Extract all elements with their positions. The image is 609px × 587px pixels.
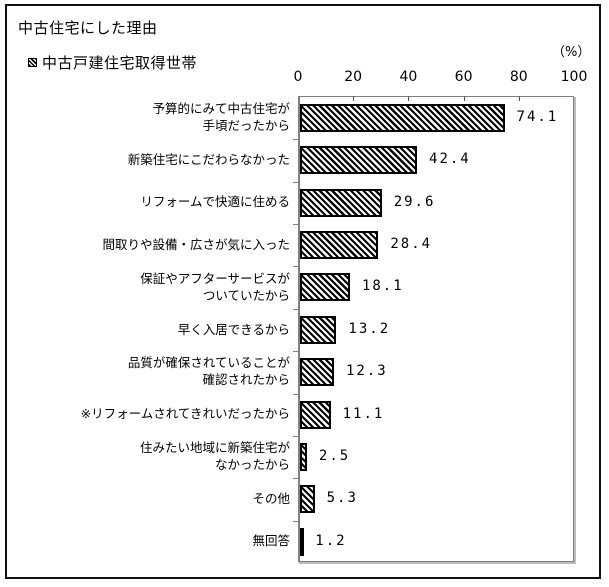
- y-tick-mark: [293, 139, 299, 141]
- category-label: 早く入居できるから: [30, 321, 290, 338]
- bar-value-label: 2.5: [318, 447, 351, 464]
- category-label: 無回答: [30, 532, 290, 549]
- plot-area: 74.1 42.4 29.6 28.4 18.1 13.2 12.3 11.1 2.5 5.3 1.…: [293, 96, 574, 563]
- bar-value-label: 29.6: [393, 193, 436, 210]
- category-label-line: 早く入居できるから: [177, 321, 290, 337]
- category-label-line: 保証やアフターサービスが: [140, 270, 290, 286]
- category-label-line: リフォームで快適に住める: [140, 194, 290, 210]
- category-label: 住みたい地域に新築住宅が なかったから: [30, 439, 290, 473]
- x-tick-label: 60: [454, 69, 473, 85]
- bar: [300, 442, 307, 471]
- legend-label: 中古戸建住宅取得世帯: [42, 54, 198, 72]
- y-tick-mark: [293, 308, 299, 310]
- chart-title: 中古住宅にした理由: [18, 19, 158, 37]
- y-tick-mark: [293, 520, 299, 522]
- y-tick-mark: [293, 181, 299, 183]
- y-tick-mark: [293, 351, 299, 353]
- category-label-line: 品質が確保されていることが: [127, 355, 290, 371]
- legend: 中古戸建住宅取得世帯: [28, 52, 197, 73]
- bar-value-label: 13.2: [348, 320, 391, 337]
- bar-value-label: 74.1: [516, 109, 559, 125]
- y-tick-mark: [293, 435, 299, 437]
- x-tick-label: 80: [509, 69, 528, 85]
- bar: [300, 358, 334, 387]
- category-label-line: その他: [252, 490, 290, 506]
- bar-value-label: 5.3: [326, 490, 358, 507]
- bar-row: 74.1: [300, 97, 573, 139]
- category-label-line: 確認されたから: [202, 372, 290, 388]
- x-tick-label: 20: [344, 69, 363, 85]
- category-label: その他: [30, 490, 290, 507]
- x-tick-mark: [353, 96, 355, 101]
- category-label-line: 間取りや設備・広さが気に入った: [102, 236, 290, 252]
- category-label: ※リフォームされてきれいだったから: [30, 405, 290, 422]
- bar-value-label: 42.4: [429, 151, 471, 168]
- plot-shadow-right: [574, 97, 576, 563]
- bar-row: 5.3: [300, 478, 573, 520]
- x-tick-mark: [408, 96, 410, 101]
- bar: [300, 188, 382, 217]
- bar: [300, 146, 418, 175]
- category-label: 予算的にみて中古住宅が 手頃だったから: [30, 100, 290, 134]
- x-tick-label: 100: [560, 69, 588, 85]
- category-label-line: 新築住宅にこだわらなかった: [127, 152, 290, 168]
- bar-row: 28.4: [300, 224, 573, 266]
- bar-value-label: 18.1: [361, 278, 404, 295]
- category-label: 間取りや設備・広さが気に入った: [30, 236, 290, 253]
- plot-shadow-bottom: [299, 562, 576, 564]
- bar: [300, 400, 331, 429]
- category-label-line: 住みたい地域に新築住宅が: [139, 440, 290, 456]
- bar: [300, 527, 304, 556]
- bar-row: 18.1: [300, 266, 573, 308]
- bar-row: 11.1: [300, 394, 573, 436]
- bar-row: 29.6: [300, 182, 573, 224]
- bar: [300, 231, 379, 260]
- y-tick-mark: [293, 224, 299, 226]
- category-label: リフォームで快適に住める: [30, 193, 290, 210]
- x-tick-label: 40: [399, 69, 418, 85]
- category-label-line: なかったから: [214, 457, 290, 473]
- legend-hatch-swatch-icon: [28, 58, 37, 67]
- bar: [300, 485, 315, 514]
- category-label-line: 予算的にみて中古住宅が: [152, 101, 290, 117]
- category-label-line: 無回答: [252, 533, 290, 549]
- unit-label: （%）: [552, 45, 591, 60]
- category-label: 保証やアフターサービスが ついていたから: [30, 270, 290, 304]
- category-label-line: 手頃だったから: [202, 118, 290, 134]
- x-tick-mark: [463, 96, 465, 101]
- y-tick-mark: [293, 393, 299, 395]
- y-tick-mark: [293, 478, 299, 480]
- bar-row: 12.3: [300, 351, 573, 393]
- x-tick-mark: [518, 96, 520, 101]
- y-tick-mark: [293, 266, 299, 268]
- category-label-line: ※リフォームされてきれいだったから: [80, 406, 290, 422]
- bar-row: 1.2: [300, 521, 573, 563]
- bar: [300, 315, 337, 344]
- x-tick-label: 0: [293, 69, 303, 85]
- bar-value-label: 28.4: [390, 236, 433, 253]
- category-label-line: ついていたから: [202, 287, 290, 303]
- bar-value-label: 1.2: [315, 532, 347, 549]
- category-label: 品質が確保されていることが 確認されたから: [30, 354, 290, 388]
- bar: [300, 273, 350, 302]
- bar-value-label: 11.1: [342, 405, 385, 422]
- bar-row: 42.4: [300, 139, 573, 181]
- category-label: 新築住宅にこだわらなかった: [30, 151, 290, 168]
- bar-row: 13.2: [300, 309, 573, 351]
- bar: [300, 104, 505, 132]
- bar-row: 2.5: [300, 436, 573, 478]
- bar-value-label: 12.3: [345, 363, 388, 380]
